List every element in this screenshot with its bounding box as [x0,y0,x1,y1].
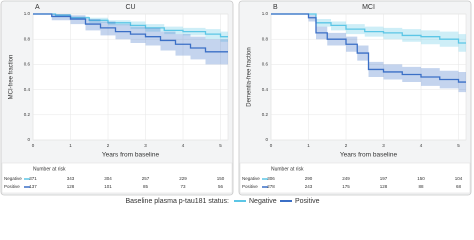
confidence-band [33,14,228,65]
confidence-band [33,14,228,42]
risk-count: 128 [67,184,75,189]
y-tick-label: 0.2 [262,112,269,117]
survival-curve [33,13,228,53]
x-tick-label: 5 [457,143,460,148]
x-tick-label: 4 [182,143,185,148]
x-tick-label: 3 [382,143,385,148]
chart-title: MCI [362,4,375,11]
risk-count: 229 [179,176,187,181]
risk-table-background [239,162,471,194]
risk-count: 290 [305,176,313,181]
legend-label: Negative [249,198,277,205]
survival-curve [271,13,466,44]
risk-count: 68 [456,184,462,189]
chart-title: CU [125,4,135,11]
x-tick-label: 4 [420,143,423,148]
y-tick-label: 0.6 [24,62,31,67]
panel-label: A [35,4,40,11]
x-axis-label: Years from baseline [340,152,398,159]
plot-area [32,13,229,141]
y-tick-label: 0 [27,137,30,142]
x-axis-label: Years from baseline [102,152,160,159]
risk-count: 243 [305,184,313,189]
risk-row-label: Positive [242,184,258,189]
y-tick-label: 0.8 [262,36,269,41]
y-tick-label: 0.4 [24,87,31,92]
risk-table-title: Number at risk [33,166,66,172]
x-tick-label: 2 [107,143,110,148]
risk-count: 278 [267,184,275,189]
risk-row-label: Negative [242,176,260,181]
x-tick-label: 2 [345,143,348,148]
risk-count: 371 [29,176,37,181]
risk-count: 197 [380,176,388,181]
risk-count: 56 [218,184,224,189]
risk-count: 104 [455,176,463,181]
x-tick-label: 3 [144,143,147,148]
risk-count: 175 [342,184,350,189]
risk-count: 128 [380,184,388,189]
figure: Baseline plasma p-tau181 status: A CU 0 0.2… [0,0,472,205]
risk-table-background [1,162,233,194]
risk-row-label: Positive [4,184,20,189]
y-tick-label: 0.2 [24,112,31,117]
legend-label: Positive [295,198,320,205]
y-axis-label: MCI-free fraction [9,55,15,100]
risk-row-label: Negative [4,176,22,181]
risk-count: 137 [29,184,37,189]
y-tick-label: 1.0 [262,11,269,16]
y-tick-label: 0.6 [262,62,269,67]
risk-count: 304 [104,176,112,181]
x-tick-label: 1 [69,143,72,148]
risk-count: 343 [67,176,75,181]
x-tick-label: 1 [307,143,310,148]
risk-count: 101 [104,184,112,189]
risk-count: 249 [342,176,350,181]
risk-count: 85 [143,184,149,189]
risk-table-title: Number at risk [271,166,304,172]
y-tick-label: 1.0 [24,11,31,16]
legend-title: Baseline plasma p-tau181 status: [125,198,229,205]
x-tick-label: 5 [219,143,222,148]
risk-count: 306 [267,176,275,181]
risk-count: 73 [180,184,186,189]
survival-curve [271,13,466,83]
y-axis-label: Dementia-free fraction [247,47,253,106]
x-tick-label: 0 [32,143,35,148]
y-tick-label: 0.4 [262,87,269,92]
risk-count: 88 [418,184,424,189]
panel-label: B [273,4,278,11]
risk-count: 150 [217,176,225,181]
risk-count: 257 [142,176,150,181]
risk-count: 150 [417,176,425,181]
x-tick-label: 0 [270,143,273,148]
y-tick-label: 0 [265,137,268,142]
y-tick-label: 0.8 [24,36,31,41]
